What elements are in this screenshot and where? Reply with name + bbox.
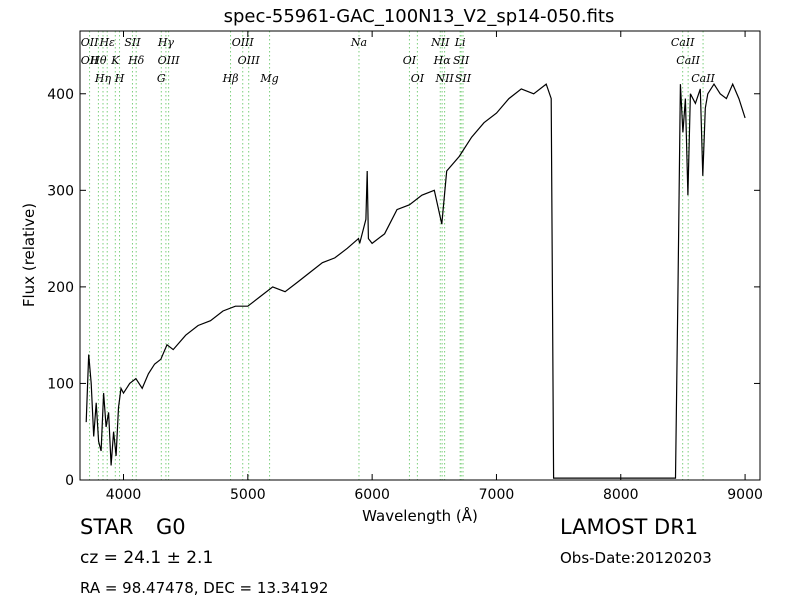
y-tick-label: 400 bbox=[47, 87, 74, 103]
line-marker-label: Hδ bbox=[127, 54, 145, 67]
line-marker-label: G bbox=[157, 72, 166, 85]
line-marker-label: OIII bbox=[238, 54, 261, 67]
line-marker-label: K bbox=[110, 54, 120, 67]
y-axis: 0 100 200 300 400 bbox=[47, 87, 760, 489]
line-marker-label: OII bbox=[81, 54, 99, 67]
y-tick-label: 300 bbox=[47, 183, 74, 199]
y-tick-label: 100 bbox=[47, 376, 74, 392]
emission-line-labels: OIIOIIHθHηHεKHSIIHδGHγOIIIHβOIIIOIIIMgNa… bbox=[81, 36, 716, 85]
line-marker-label: OII bbox=[81, 36, 99, 49]
line-marker-label: OIII bbox=[158, 54, 181, 67]
x-tick-label: 5000 bbox=[230, 487, 266, 503]
emission-line-markers bbox=[89, 31, 704, 480]
x-axis-label: Wavelength (Å) bbox=[362, 506, 478, 525]
spectrum-line bbox=[85, 82, 746, 479]
redshift-value: cz = 24.1 ± 2.1 bbox=[80, 548, 214, 568]
object-subclass: G0 bbox=[156, 515, 186, 539]
line-marker-label: CaII bbox=[671, 36, 695, 49]
line-marker-label: Hθ bbox=[89, 54, 107, 67]
object-class: STAR bbox=[80, 515, 134, 539]
line-marker-label: Hγ bbox=[157, 36, 175, 49]
line-marker-label: OI bbox=[403, 54, 417, 67]
line-marker-label: CaII bbox=[676, 54, 700, 67]
line-marker-label: OI bbox=[411, 72, 425, 85]
line-marker-label: Li bbox=[454, 36, 466, 49]
line-marker-label: NII bbox=[434, 72, 454, 85]
line-marker-label: Hα bbox=[433, 54, 452, 67]
x-axis: 4000 5000 6000 7000 8000 9000 bbox=[106, 31, 763, 503]
line-marker-label: Hη bbox=[94, 72, 112, 85]
line-marker-label: SII bbox=[455, 72, 472, 85]
survey-name: LAMOST DR1 bbox=[560, 515, 699, 539]
x-tick-label: 8000 bbox=[603, 487, 639, 503]
y-axis-label: Flux (relative) bbox=[20, 203, 38, 307]
observation-date: Obs-Date:20120203 bbox=[560, 549, 712, 567]
x-tick-label: 9000 bbox=[727, 487, 763, 503]
line-marker-label: NII bbox=[430, 36, 450, 49]
y-tick-label: 200 bbox=[47, 280, 74, 296]
x-tick-label: 4000 bbox=[106, 487, 142, 503]
line-marker-label: SII bbox=[453, 54, 470, 67]
plot-frame bbox=[79, 30, 761, 481]
line-marker-label: Hε bbox=[98, 36, 115, 49]
line-marker-label: OIII bbox=[232, 36, 255, 49]
y-tick-label: 0 bbox=[65, 473, 74, 489]
coordinates: RA = 98.47478, DEC = 13.34192 bbox=[80, 579, 329, 597]
line-marker-label: Hβ bbox=[222, 72, 239, 85]
x-tick-label: 6000 bbox=[354, 487, 390, 503]
line-marker-label: SII bbox=[124, 36, 141, 49]
x-tick-label: 7000 bbox=[479, 487, 515, 503]
line-marker-label: CaII bbox=[691, 72, 715, 85]
chart-title: spec-55961-GAC_100N13_V2_sp14-050.fits bbox=[224, 6, 615, 27]
line-marker-label: H bbox=[114, 72, 125, 85]
line-marker-label: Mg bbox=[259, 72, 278, 85]
line-marker-label: Na bbox=[350, 36, 367, 49]
